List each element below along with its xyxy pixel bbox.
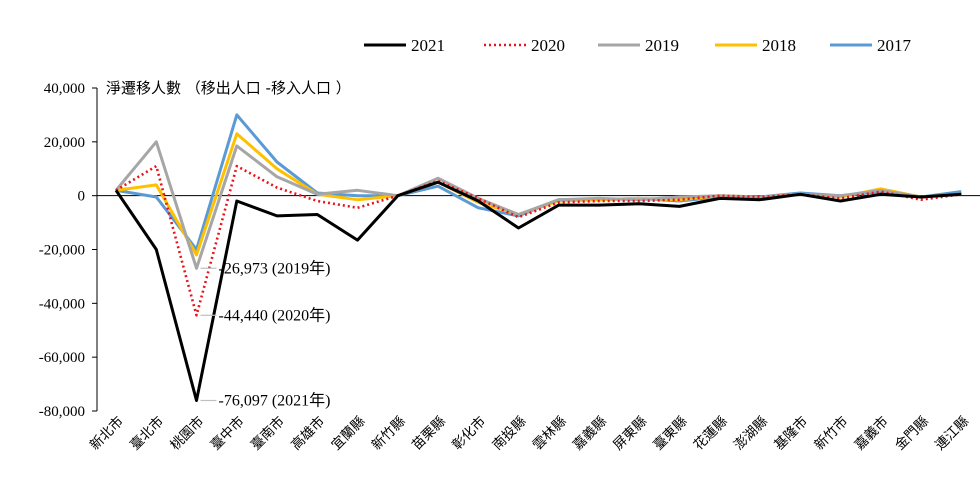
legend-label-2017: 2017 (877, 36, 912, 55)
legend-label-2018: 2018 (762, 36, 796, 55)
series-line-2019 (114, 140, 962, 270)
series-line-2020 (115, 164, 962, 317)
y-tick-label: 40,000 (44, 81, 85, 97)
legend-label-2020: 2020 (531, 36, 565, 55)
y-tick-label: -80,000 (39, 404, 85, 420)
y-tick-label: -40,000 (39, 296, 85, 312)
x-category-label: 屏東縣 (610, 413, 650, 453)
x-category-label: 嘉義縣 (569, 412, 610, 453)
x-category-label: 金門縣 (892, 413, 932, 453)
annotation-label: -26,973 (2019年) (219, 259, 331, 277)
annotations: -26,973 (2019年) -44,440 (2020年) -76,097 (2… (200, 259, 331, 409)
x-category-label: 宜蘭縣 (328, 413, 368, 453)
x-category-label: 臺南市 (247, 413, 288, 454)
series-line-2017 (115, 113, 962, 251)
x-category-label: 新竹縣 (369, 413, 409, 453)
y-axis: 40,000 20,000 0 -20,000 -40,000 -60,000 -80,00… (39, 81, 98, 420)
x-category-label: 基隆市 (770, 413, 811, 454)
x-category-label: 嘉義市 (851, 413, 892, 454)
y-tick-label: 20,000 (44, 135, 85, 151)
x-category-label: 雲林縣 (530, 413, 570, 453)
y-tick-label: 0 (78, 189, 86, 205)
y-tick-label: -60,000 (39, 350, 85, 366)
x-axis: 新北市 臺北市 桃園市 臺中市 臺南市 高雄市 宜蘭縣 新竹縣 苗栗縣 彰化市 南投縣 雲林縣 嘉義縣屏… (86, 195, 980, 454)
annotation-label: -44,440 (2020年) (219, 306, 331, 324)
x-category-label: 彰化市 (448, 413, 489, 454)
x-category-label: 苗栗縣 (409, 413, 449, 453)
x-category-label: 高雄市 (287, 413, 328, 454)
x-category-label: 桃園市 (167, 413, 208, 454)
legend: 2021 2020 2019 2018 2017 (364, 36, 912, 55)
x-category-label: 南投縣 (489, 413, 529, 453)
series-lines (114, 113, 962, 402)
x-category-label: 花蓮縣 (691, 413, 731, 453)
x-category-label: 連江縣 (932, 413, 972, 453)
y-axis-label: 淨遷移人數 （移出人口 -移入人口 ） (106, 79, 351, 97)
x-category-label: 臺中市 (207, 413, 248, 454)
series-line-2021 (114, 180, 962, 402)
x-category-label: 臺東縣 (650, 413, 690, 453)
x-category-label: 澎湖縣 (731, 413, 771, 453)
x-category-label: 新竹市 (811, 413, 852, 454)
x-category-label: 臺北市 (126, 413, 167, 454)
legend-label-2019: 2019 (645, 36, 679, 55)
annotation-label: -76,097 (2021年) (219, 391, 331, 409)
y-tick-label: -20,000 (39, 243, 85, 259)
x-category-label: 新北市 (86, 413, 127, 454)
legend-label-2021: 2021 (411, 36, 445, 55)
